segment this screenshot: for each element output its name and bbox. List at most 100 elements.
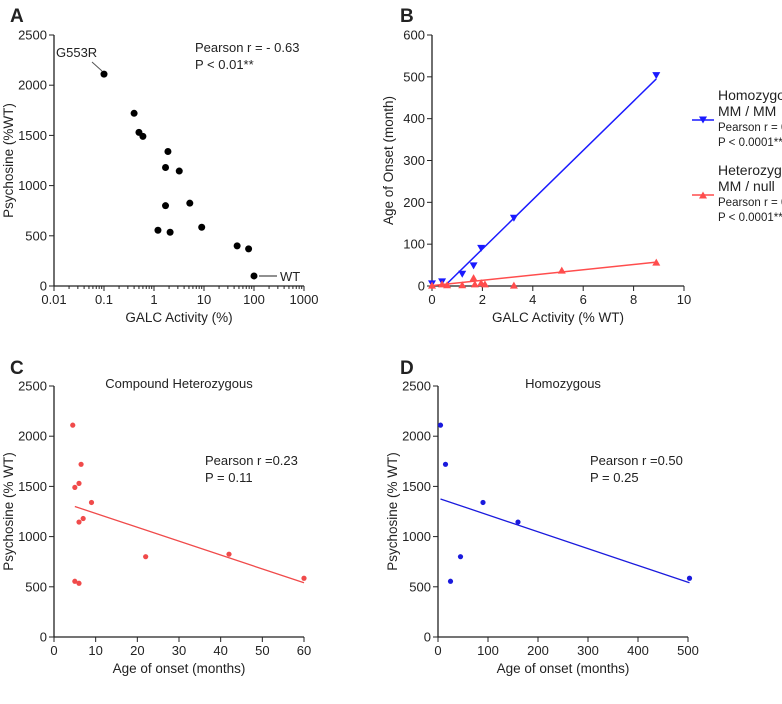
y-tick-label: 1500 <box>18 128 47 143</box>
data-point <box>70 422 76 428</box>
x-tick-label: 20 <box>130 643 144 658</box>
data-point <box>72 578 78 584</box>
data-point <box>437 422 444 428</box>
data-point <box>154 226 162 234</box>
data-point <box>469 262 478 270</box>
data-point <box>80 515 86 522</box>
x-tick-label: 60 <box>297 643 311 658</box>
y-axis-label: Psychosine (% WT) <box>1 452 16 571</box>
data-point <box>164 147 172 155</box>
x-axis-label: Age of onset (months) <box>113 661 246 676</box>
y-axis-label: Psychosine (% WT) <box>385 452 400 571</box>
chart-title: Compound Heterozygous <box>105 376 253 391</box>
y-tick-label: 2000 <box>18 429 47 444</box>
y-tick-label: 0 <box>424 630 431 645</box>
x-tick-label: 100 <box>477 643 499 658</box>
x-axis-label: GALC Activity (% WT) <box>492 310 624 325</box>
leader-line <box>91 61 103 72</box>
p-value-annotation: P = 0.25 <box>590 470 639 485</box>
x-tick-label: 400 <box>627 643 649 658</box>
data-point <box>301 575 307 581</box>
data-point <box>457 554 464 560</box>
pearson-annotation: Pearson r =0.50 <box>590 453 683 468</box>
x-tick-label: 100 <box>243 292 265 307</box>
x-tick-label: 8 <box>630 292 637 307</box>
data-point <box>515 519 521 525</box>
fit-line <box>74 505 305 584</box>
data-point <box>470 280 479 288</box>
data-point <box>76 480 82 486</box>
point-label-wt: WT <box>280 269 300 284</box>
data-point <box>76 519 82 525</box>
x-axis-label: Age of onset (months) <box>497 661 630 676</box>
data-point <box>428 281 436 289</box>
data-point <box>509 281 518 289</box>
legend-stat: P < 0.0001**** <box>718 212 782 224</box>
x-tick-label: 30 <box>172 643 186 658</box>
p-value-annotation: P < 0.01** <box>195 57 254 72</box>
data-point <box>458 270 467 278</box>
x-tick-label: 6 <box>580 292 587 307</box>
data-point <box>447 578 454 584</box>
y-tick-label: 2000 <box>402 429 431 444</box>
legend-label-genotype: MM / null <box>718 178 775 194</box>
data-point <box>162 202 170 210</box>
x-tick-label: 0.01 <box>41 292 66 307</box>
data-point <box>458 281 467 289</box>
data-point <box>175 167 183 175</box>
y-tick-label: 0 <box>418 279 425 294</box>
y-tick-label: 600 <box>403 28 425 43</box>
data-point <box>88 499 95 506</box>
legend-stat: Pearson r = 0.92 <box>718 197 782 209</box>
data-point <box>480 499 486 506</box>
data-point <box>226 551 232 557</box>
panel-label: B <box>400 6 414 27</box>
x-tick-label: 0 <box>50 643 57 658</box>
legend-marker <box>699 116 707 124</box>
x-tick-label: 1000 <box>290 292 319 307</box>
pearson-annotation: Pearson r =0.23 <box>205 453 298 468</box>
y-axis-label: Age of Onset (month) <box>381 96 396 225</box>
x-tick-label: 10 <box>677 292 691 307</box>
x-tick-label: 2 <box>479 292 486 307</box>
x-tick-label: 10 <box>197 292 211 307</box>
data-point <box>443 281 452 289</box>
data-point <box>245 245 253 253</box>
legend-stat: P < 0.0001**** <box>718 137 782 149</box>
panel-label: D <box>400 358 414 379</box>
y-tick-label: 500 <box>403 69 425 84</box>
legend-stat: Pearson r = 0.99 <box>718 122 782 134</box>
x-axis-label: GALC Activity (%) <box>125 310 232 325</box>
data-point <box>438 280 447 288</box>
y-tick-label: 0 <box>40 630 47 645</box>
y-tick-label: 300 <box>403 153 425 168</box>
y-tick-label: 2500 <box>18 28 47 43</box>
panel-C: C 0 10 20 30 40 50 60 0 500 1000 1500 2000 2500 Age of… <box>1 358 311 676</box>
data-point <box>652 258 661 266</box>
legend-label: Homozygous <box>718 87 782 103</box>
y-tick-label: 1500 <box>18 479 47 494</box>
data-point <box>652 72 661 80</box>
data-point <box>557 266 566 274</box>
y-tick-label: 2000 <box>18 78 47 93</box>
data-point <box>469 274 478 282</box>
data-point <box>477 244 486 252</box>
x-tick-label: 0.1 <box>95 292 113 307</box>
panel-A: A 0.01 0.1 1 10 100 1000 0 500 1000 1500 2000 2500 GA… <box>1 6 318 325</box>
y-tick-label: 2500 <box>402 379 431 394</box>
y-tick-label: 100 <box>403 237 425 252</box>
y-tick-label: 1500 <box>402 479 431 494</box>
data-point <box>139 132 147 140</box>
data-point <box>130 109 138 117</box>
y-tick-label: 2500 <box>18 379 47 394</box>
data-point <box>76 580 82 586</box>
pearson-annotation: Pearson r = - 0.63 <box>195 40 299 55</box>
x-tick-label: 200 <box>527 643 549 658</box>
y-tick-label: 500 <box>25 579 47 594</box>
x-tick-label: 0 <box>434 643 441 658</box>
x-tick-label: 50 <box>255 643 269 658</box>
data-point <box>78 461 84 467</box>
p-value-annotation: P = 0.11 <box>205 470 253 485</box>
data-point <box>250 272 258 280</box>
